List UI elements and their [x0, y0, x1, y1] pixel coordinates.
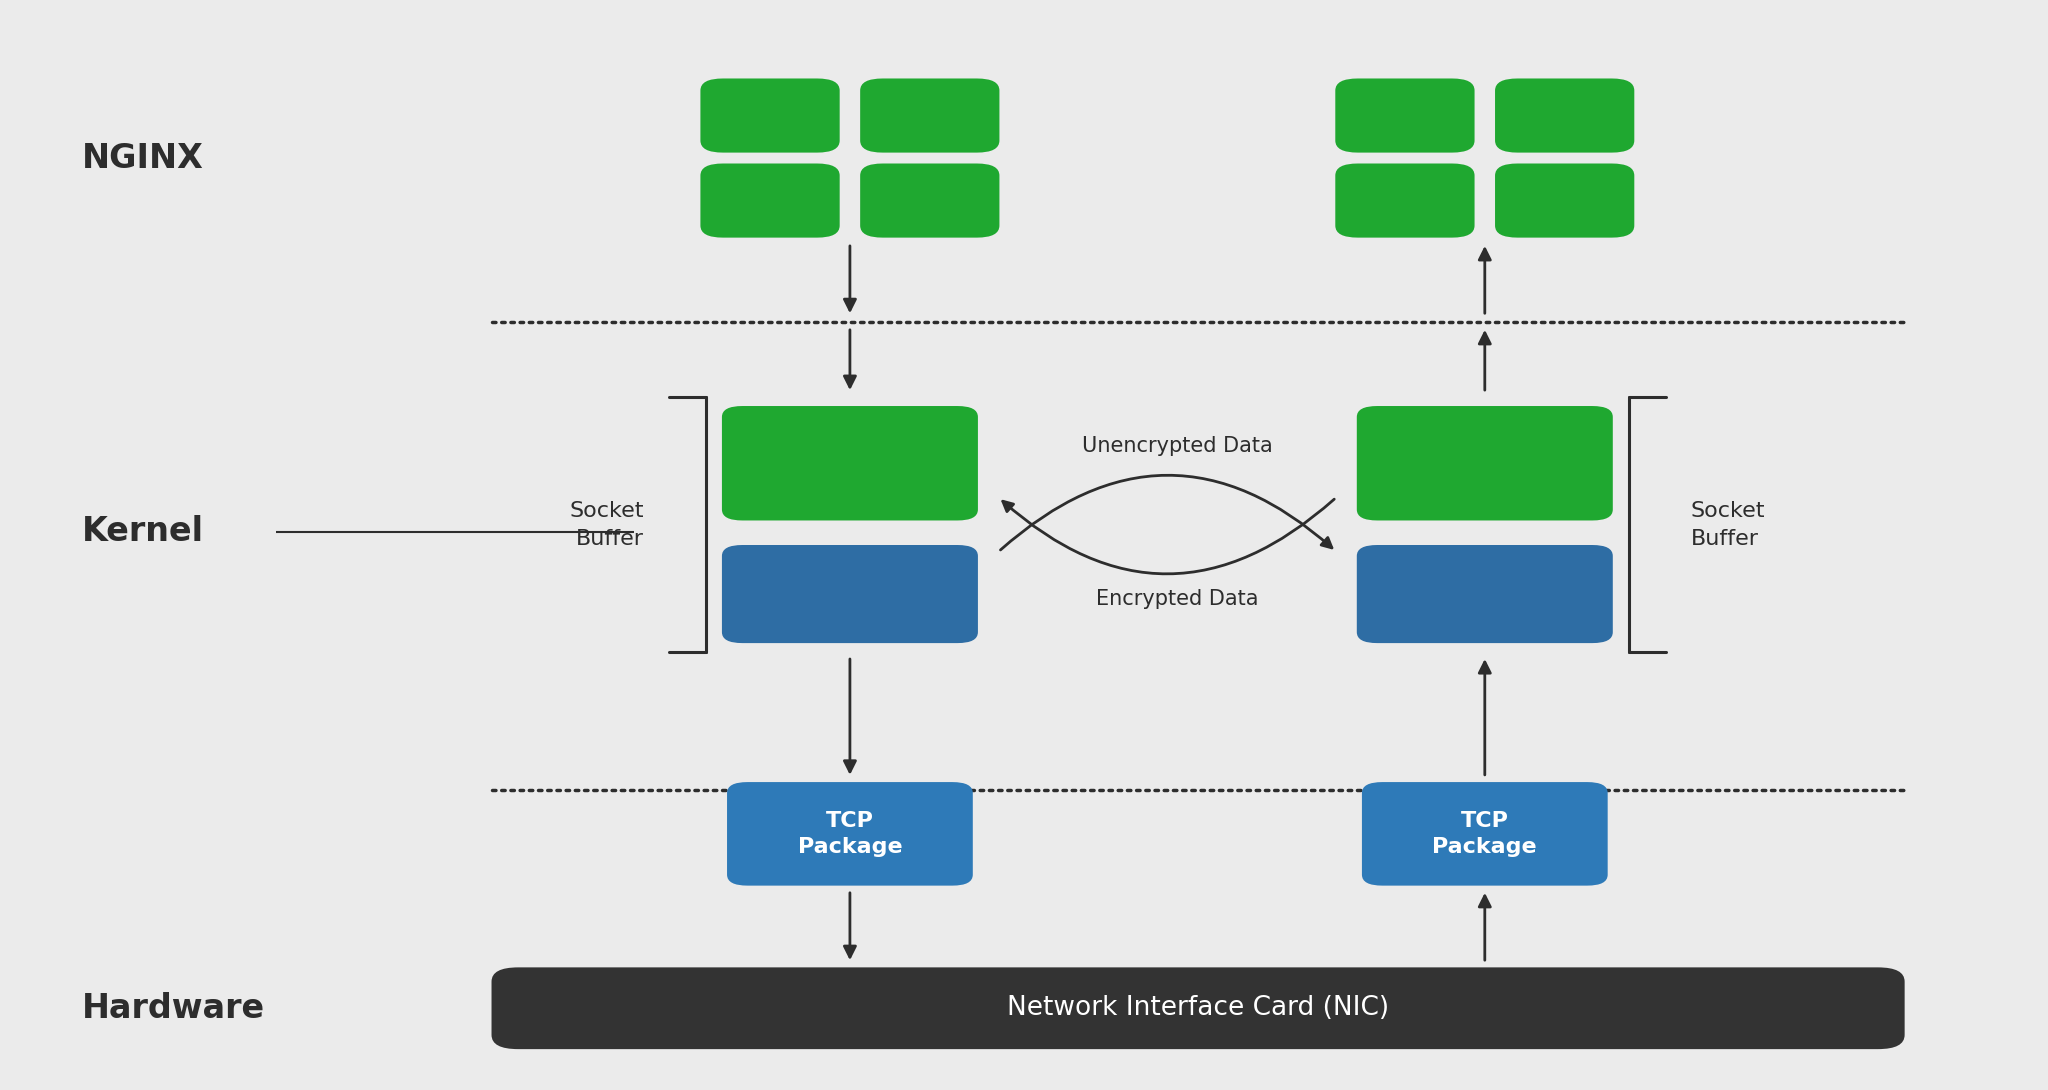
Text: Socket
Buffer: Socket Buffer [569, 500, 643, 548]
Text: NGINX: NGINX [82, 142, 205, 174]
FancyBboxPatch shape [1335, 78, 1475, 153]
FancyBboxPatch shape [700, 164, 840, 238]
FancyBboxPatch shape [1335, 164, 1475, 238]
FancyBboxPatch shape [721, 545, 979, 643]
Text: TCP
Package: TCP Package [1432, 811, 1538, 857]
FancyBboxPatch shape [1362, 783, 1608, 885]
Text: TCP
Package: TCP Package [797, 811, 903, 857]
FancyBboxPatch shape [1356, 407, 1614, 521]
FancyBboxPatch shape [721, 407, 979, 521]
Text: Unencrypted Data: Unencrypted Data [1081, 436, 1274, 456]
Text: Encrypted Data: Encrypted Data [1096, 589, 1260, 608]
Text: Socket
Buffer: Socket Buffer [1692, 500, 1765, 548]
Text: Hardware: Hardware [82, 992, 264, 1025]
FancyBboxPatch shape [727, 783, 973, 885]
FancyBboxPatch shape [700, 78, 840, 153]
FancyBboxPatch shape [860, 78, 999, 153]
Text: Network Interface Card (NIC): Network Interface Card (NIC) [1008, 995, 1389, 1021]
Text: Kernel: Kernel [82, 516, 205, 548]
FancyBboxPatch shape [1356, 545, 1614, 643]
FancyBboxPatch shape [860, 164, 999, 238]
FancyBboxPatch shape [1495, 164, 1634, 238]
FancyBboxPatch shape [492, 968, 1905, 1049]
FancyBboxPatch shape [1495, 78, 1634, 153]
